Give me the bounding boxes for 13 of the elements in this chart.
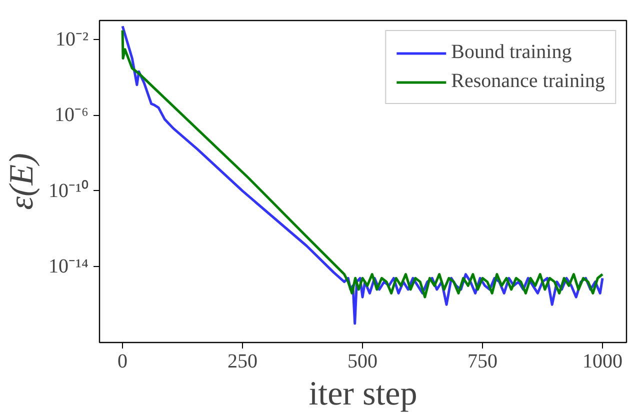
y-tick-label: 10⁻¹⁰ bbox=[48, 178, 89, 202]
y-tick-label: 10⁻¹⁴ bbox=[48, 256, 89, 278]
x-tick-label: 500 bbox=[348, 350, 378, 372]
x-tick-label: 250 bbox=[228, 350, 258, 372]
legend-label: Resonance training bbox=[451, 70, 605, 93]
x-tick-label: 1000 bbox=[582, 350, 622, 372]
y-axis-title: ε(E) bbox=[4, 153, 41, 210]
legend-label: Bound training bbox=[451, 41, 572, 64]
y-tick-label: 10⁻² bbox=[56, 28, 89, 50]
x-axis-title: iter step bbox=[308, 376, 418, 412]
x-tick-label: 750 bbox=[468, 350, 498, 372]
y-tick-label: 10⁻⁶ bbox=[54, 104, 89, 126]
x-tick-label: 0 bbox=[118, 350, 128, 372]
